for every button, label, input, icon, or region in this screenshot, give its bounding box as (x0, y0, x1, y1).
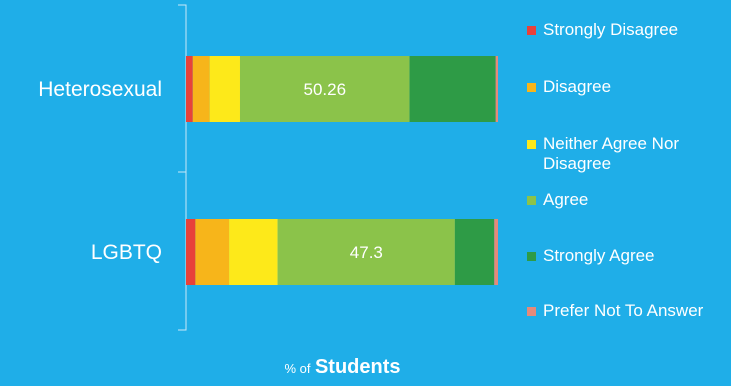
category-label: LGBTQ (91, 241, 162, 264)
bar-segment (195, 219, 230, 285)
legend-swatch (527, 83, 536, 92)
bar-segment (454, 219, 495, 285)
legend-swatch (527, 26, 536, 35)
bar-segment (186, 219, 196, 285)
bar-segment (229, 219, 278, 285)
legend-item: Strongly Disagree (527, 20, 678, 40)
legend-item: Strongly Agree (527, 246, 655, 266)
bar-segment (186, 56, 193, 122)
legend-item: Disagree (527, 77, 611, 97)
legend-item: Agree (527, 190, 588, 210)
x-axis-label-main: Students (314, 356, 401, 378)
legend-item: Prefer Not To Answer (527, 301, 703, 321)
legend-label: Disagree (543, 77, 612, 96)
bar-segment (494, 219, 498, 285)
x-axis-label-prefix: % of (284, 361, 311, 376)
legend-swatch (527, 252, 536, 261)
bar-segment (192, 56, 210, 122)
legend-swatch (527, 307, 536, 316)
bar-segment (277, 219, 455, 285)
bar-segment (239, 56, 410, 122)
data-labels: 50.26 47.3 (304, 80, 383, 262)
bar-segment (495, 56, 498, 122)
category-label: Heterosexual (38, 78, 162, 101)
data-label: 50.26 (304, 80, 347, 99)
legend-label: Neither Agree Nor Disagree (543, 134, 680, 173)
legend-swatch (527, 196, 536, 205)
legend-label: Strongly Disagree (543, 20, 679, 39)
bar-segment (409, 56, 496, 122)
legend-label: Prefer Not To Answer (543, 301, 704, 320)
legend-swatch (527, 140, 536, 149)
legend-label: Agree (543, 190, 589, 209)
legend-label: Strongly Agree (543, 246, 655, 265)
bars (186, 56, 498, 285)
bar-segment (209, 56, 240, 122)
data-label: 47.3 (350, 243, 383, 262)
category-labels: Heterosexual LGBTQ (38, 78, 162, 264)
y-axis-bracket (178, 4, 187, 331)
x-axis-label: % of Students (0, 356, 685, 379)
legend-item: Neither Agree Nor Disagree (527, 134, 731, 174)
